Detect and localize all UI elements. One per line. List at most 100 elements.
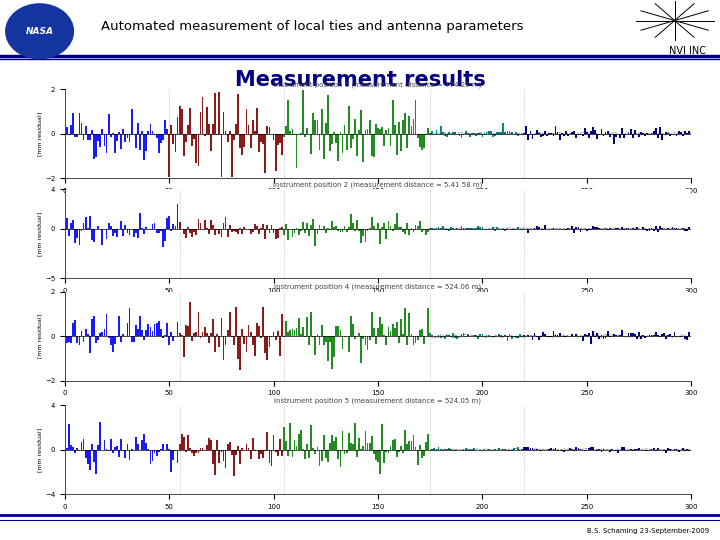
Y-axis label: [mm residual]: [mm residual] xyxy=(37,428,42,471)
Bar xyxy=(396,322,397,336)
Bar xyxy=(469,449,471,450)
Bar xyxy=(292,129,293,133)
Bar xyxy=(215,336,216,352)
Bar xyxy=(396,449,397,457)
Bar xyxy=(575,133,577,138)
Bar xyxy=(156,228,158,233)
Bar xyxy=(624,447,625,449)
Bar xyxy=(231,336,233,337)
Bar xyxy=(283,133,285,137)
Bar xyxy=(423,449,425,456)
Bar xyxy=(444,336,446,339)
Bar xyxy=(352,325,354,336)
Bar xyxy=(523,448,525,449)
Bar xyxy=(343,125,346,133)
Bar xyxy=(613,133,615,145)
Bar xyxy=(78,228,81,245)
Bar xyxy=(164,334,166,336)
Bar xyxy=(97,445,99,449)
Bar xyxy=(573,131,575,133)
Bar xyxy=(444,228,446,230)
Bar xyxy=(174,133,176,152)
Bar xyxy=(315,449,316,454)
Bar xyxy=(183,336,185,357)
Bar xyxy=(248,325,249,336)
Bar xyxy=(152,224,153,228)
Bar xyxy=(166,444,168,449)
Bar xyxy=(162,336,164,338)
Bar xyxy=(661,334,663,336)
Bar xyxy=(521,228,523,231)
Bar xyxy=(166,129,168,133)
Bar xyxy=(571,226,573,228)
Bar xyxy=(114,228,116,233)
Bar xyxy=(398,449,400,451)
Bar xyxy=(231,133,233,177)
Bar xyxy=(385,130,387,133)
Bar xyxy=(619,335,621,336)
Bar xyxy=(208,228,210,234)
Bar xyxy=(529,131,531,133)
Bar xyxy=(341,228,343,232)
Bar xyxy=(239,133,241,147)
Bar xyxy=(269,127,270,133)
Bar xyxy=(617,449,619,454)
Bar xyxy=(315,228,316,246)
Bar xyxy=(114,336,116,345)
Bar xyxy=(596,133,598,139)
Bar xyxy=(148,131,149,133)
Bar xyxy=(536,226,538,228)
Bar xyxy=(573,449,575,451)
Bar xyxy=(684,336,686,339)
Bar xyxy=(66,448,68,449)
Bar xyxy=(185,449,186,451)
Bar xyxy=(262,307,264,336)
Bar xyxy=(227,133,228,141)
Bar xyxy=(678,449,680,451)
Bar xyxy=(634,228,636,231)
Bar xyxy=(254,336,256,356)
Bar xyxy=(135,325,137,336)
Bar xyxy=(68,228,70,236)
Bar xyxy=(197,312,199,336)
Bar xyxy=(352,222,354,228)
Bar xyxy=(204,220,206,228)
Bar xyxy=(192,336,193,341)
Bar xyxy=(298,319,300,336)
Bar xyxy=(359,228,360,232)
Bar xyxy=(312,219,314,228)
Bar xyxy=(621,227,624,228)
Bar xyxy=(419,221,420,228)
Bar xyxy=(542,332,544,336)
Bar xyxy=(369,336,371,340)
Bar xyxy=(85,329,86,336)
Bar xyxy=(654,226,657,228)
Bar xyxy=(387,221,390,228)
Title: Instrument position 5 (measurement distance = 524.05 m): Instrument position 5 (measurement dista… xyxy=(274,397,482,404)
Bar xyxy=(266,225,269,228)
Bar xyxy=(252,437,253,449)
Bar xyxy=(609,227,611,228)
Bar xyxy=(135,228,137,233)
Bar xyxy=(277,228,279,238)
Bar xyxy=(208,336,210,343)
Bar xyxy=(212,319,214,336)
Bar xyxy=(536,336,538,338)
Bar xyxy=(99,333,102,336)
Bar xyxy=(469,133,471,137)
Bar xyxy=(362,446,364,449)
Bar xyxy=(350,316,352,336)
Bar xyxy=(510,132,513,133)
Bar xyxy=(122,129,124,133)
Bar xyxy=(526,447,527,449)
Bar xyxy=(577,227,580,228)
Bar xyxy=(592,330,594,336)
Bar xyxy=(104,133,105,146)
Bar xyxy=(329,133,331,151)
Bar xyxy=(603,133,604,136)
Bar xyxy=(325,228,327,233)
Bar xyxy=(127,323,128,336)
Bar xyxy=(364,431,366,449)
Bar xyxy=(582,336,583,341)
Bar xyxy=(586,335,588,336)
